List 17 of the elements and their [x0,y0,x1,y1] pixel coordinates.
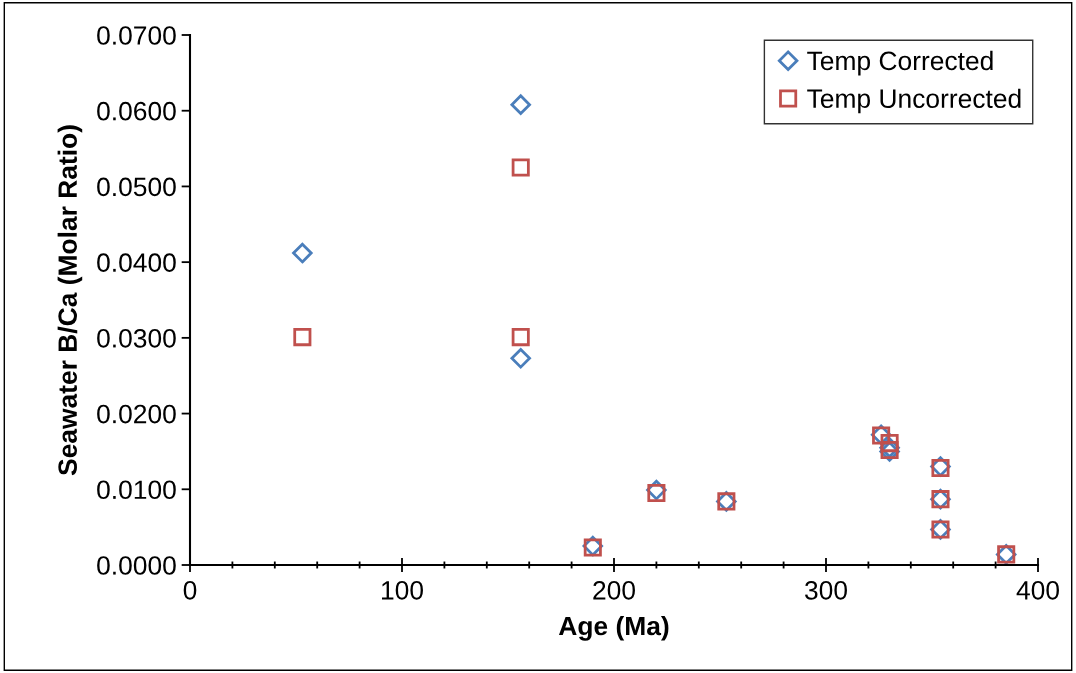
legend-label: Temp Uncorrected [807,88,1021,114]
y-axis-title: Seawater B/Ca (Molar Ratio) [57,125,83,476]
legend-label: Temp Corrected [807,50,993,76]
x-tick-label: 100 [382,580,423,600]
x-tick-label: 200 [593,580,635,600]
x-tick-label: 0 [183,580,197,600]
y-tick-label: 0.0700 [97,26,176,45]
y-tick-label: 0.0600 [97,101,176,121]
y-tick-label: 0.0500 [97,177,176,197]
y-tick-label: 0.0400 [97,253,176,272]
y-tick-label: 0.0000 [97,556,176,575]
x-axis-title: Age (Ma) [558,615,669,641]
y-tick-label: 0.0200 [97,404,176,424]
y-tick-label: 0.0100 [97,480,176,500]
x-tick-label: 300 [804,580,847,600]
y-tick-label: 0.0300 [97,328,176,348]
x-tick-label: 400 [1016,580,1059,600]
